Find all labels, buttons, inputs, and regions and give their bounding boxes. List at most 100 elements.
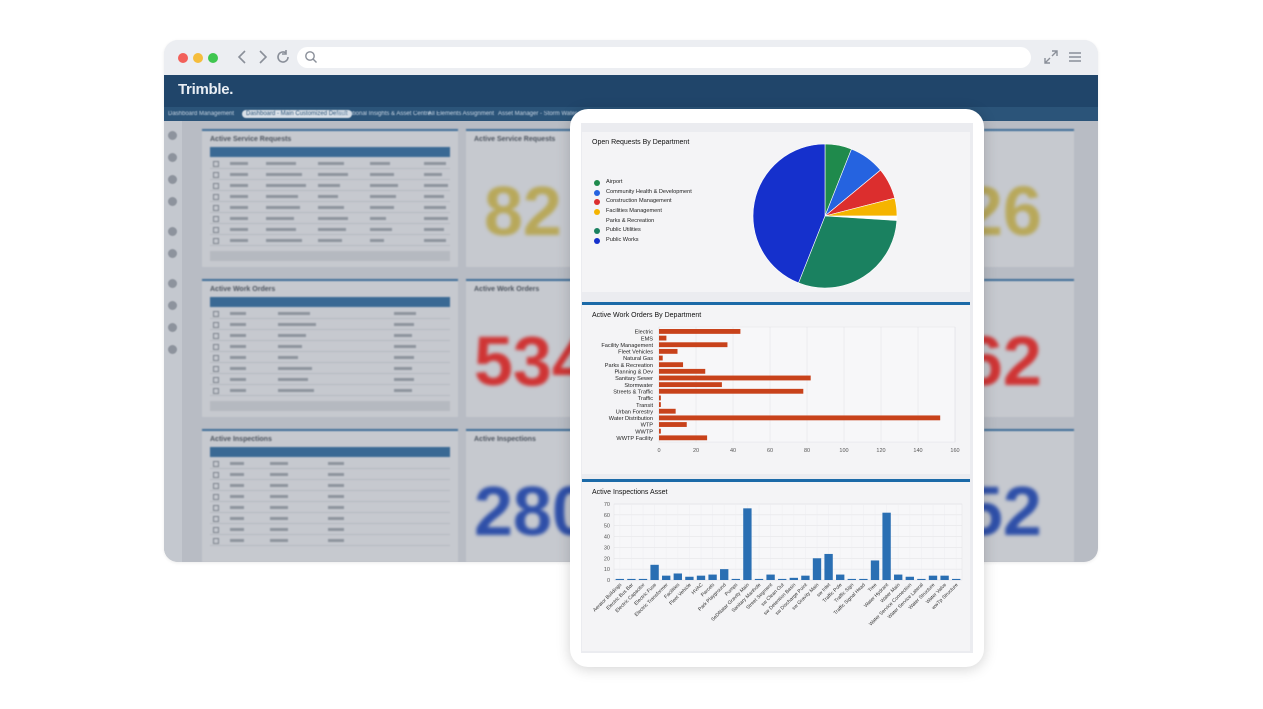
table-row[interactable] bbox=[210, 225, 450, 235]
maximize-window-button[interactable] bbox=[208, 53, 218, 63]
bar[interactable] bbox=[659, 355, 663, 361]
tab-all-elements[interactable]: All Elements Assignment bbox=[428, 111, 495, 117]
back-icon[interactable] bbox=[234, 48, 252, 66]
bar[interactable] bbox=[659, 342, 728, 348]
bar[interactable] bbox=[659, 388, 804, 394]
table-row[interactable] bbox=[210, 492, 450, 502]
bar[interactable] bbox=[638, 578, 648, 580]
table-row[interactable] bbox=[210, 170, 450, 180]
bar[interactable] bbox=[731, 578, 740, 580]
bar[interactable] bbox=[659, 415, 941, 421]
bar[interactable] bbox=[659, 375, 811, 381]
bar[interactable] bbox=[659, 395, 661, 401]
table-row[interactable] bbox=[210, 386, 450, 396]
table-row[interactable] bbox=[210, 514, 450, 524]
bar[interactable] bbox=[659, 362, 684, 368]
legend-item[interactable]: Construction Management bbox=[592, 197, 722, 207]
bar[interactable] bbox=[778, 578, 787, 580]
bar[interactable] bbox=[754, 578, 764, 580]
table-row[interactable] bbox=[210, 481, 450, 491]
pie-slice[interactable] bbox=[798, 215, 898, 289]
bar[interactable] bbox=[659, 428, 661, 434]
bar[interactable] bbox=[662, 575, 671, 580]
bar[interactable] bbox=[650, 564, 659, 580]
bar[interactable] bbox=[659, 329, 741, 334]
bar[interactable] bbox=[673, 573, 682, 580]
pie-slice[interactable] bbox=[752, 143, 826, 284]
tab-operational-insights[interactable]: Operational Insights & Asset Centre bbox=[336, 111, 432, 117]
table-row[interactable] bbox=[210, 309, 450, 319]
bar[interactable] bbox=[859, 578, 868, 580]
bar[interactable] bbox=[685, 576, 694, 580]
bar[interactable] bbox=[917, 578, 926, 580]
bar[interactable] bbox=[627, 578, 636, 580]
bar[interactable] bbox=[940, 575, 949, 580]
bar[interactable] bbox=[928, 575, 938, 580]
nav-icon[interactable] bbox=[168, 227, 177, 236]
table-row[interactable] bbox=[210, 214, 450, 224]
bar[interactable] bbox=[836, 574, 845, 580]
menu-icon[interactable] bbox=[1066, 48, 1084, 66]
table-row[interactable] bbox=[210, 503, 450, 513]
nav-icon[interactable] bbox=[168, 279, 177, 288]
table-row[interactable] bbox=[210, 536, 450, 546]
bar[interactable] bbox=[824, 553, 833, 580]
bar[interactable] bbox=[720, 569, 729, 580]
bar[interactable] bbox=[952, 578, 961, 580]
bar[interactable] bbox=[812, 558, 822, 580]
nav-icon[interactable] bbox=[168, 249, 177, 258]
tab-asset-manager[interactable]: Asset Manager - Storm Water Bk bbox=[498, 111, 586, 117]
bar[interactable] bbox=[659, 435, 708, 441]
legend-item[interactable]: Parks & Recreation bbox=[592, 217, 722, 227]
bar[interactable] bbox=[659, 402, 661, 407]
nav-icon[interactable] bbox=[168, 323, 177, 332]
reload-icon[interactable] bbox=[274, 48, 292, 66]
bar[interactable] bbox=[789, 577, 798, 580]
bar[interactable] bbox=[659, 422, 687, 427]
bar[interactable] bbox=[659, 382, 722, 388]
legend-item[interactable]: Airport bbox=[592, 178, 722, 188]
minimize-window-button[interactable] bbox=[193, 53, 203, 63]
bar[interactable] bbox=[905, 576, 914, 580]
bar[interactable] bbox=[766, 574, 775, 580]
table-row[interactable] bbox=[210, 181, 450, 191]
bar[interactable] bbox=[659, 348, 678, 354]
table-row[interactable] bbox=[210, 459, 450, 469]
bar[interactable] bbox=[659, 408, 676, 414]
table-row[interactable] bbox=[210, 364, 450, 374]
tab-dashboard-management[interactable]: Dashboard Management bbox=[168, 111, 235, 117]
grid-pager[interactable] bbox=[210, 401, 450, 411]
table-row[interactable] bbox=[210, 159, 450, 169]
bar[interactable] bbox=[870, 560, 880, 580]
bar[interactable] bbox=[801, 575, 810, 580]
bar[interactable] bbox=[696, 575, 706, 580]
legend-item[interactable]: Facilities Management bbox=[592, 207, 722, 217]
bar[interactable] bbox=[708, 574, 717, 580]
bar[interactable] bbox=[615, 578, 624, 580]
bar[interactable] bbox=[882, 512, 891, 580]
bar[interactable] bbox=[847, 578, 856, 580]
legend-item[interactable]: Community Health & Development bbox=[592, 188, 722, 198]
bar[interactable] bbox=[894, 574, 903, 580]
nav-icon[interactable] bbox=[168, 153, 177, 162]
grid-pager[interactable] bbox=[210, 251, 450, 261]
bar[interactable] bbox=[743, 508, 752, 580]
table-row[interactable] bbox=[210, 192, 450, 202]
table-row[interactable] bbox=[210, 470, 450, 480]
nav-icon[interactable] bbox=[168, 175, 177, 184]
nav-icon[interactable] bbox=[168, 197, 177, 206]
table-row[interactable] bbox=[210, 342, 450, 352]
legend-item[interactable]: Public Works bbox=[592, 236, 722, 246]
expand-icon[interactable] bbox=[1042, 48, 1060, 66]
close-window-button[interactable] bbox=[178, 53, 188, 63]
tab-main-dashboard[interactable]: Dashboard - Main Customized Default bbox=[242, 110, 352, 118]
nav-icon[interactable] bbox=[168, 345, 177, 354]
table-row[interactable] bbox=[210, 375, 450, 385]
table-row[interactable] bbox=[210, 525, 450, 535]
bar[interactable] bbox=[659, 335, 667, 341]
forward-icon[interactable] bbox=[253, 48, 271, 66]
nav-icon[interactable] bbox=[168, 301, 177, 310]
bar[interactable] bbox=[659, 368, 706, 374]
table-row[interactable] bbox=[210, 236, 450, 246]
nav-icon[interactable] bbox=[168, 131, 177, 140]
